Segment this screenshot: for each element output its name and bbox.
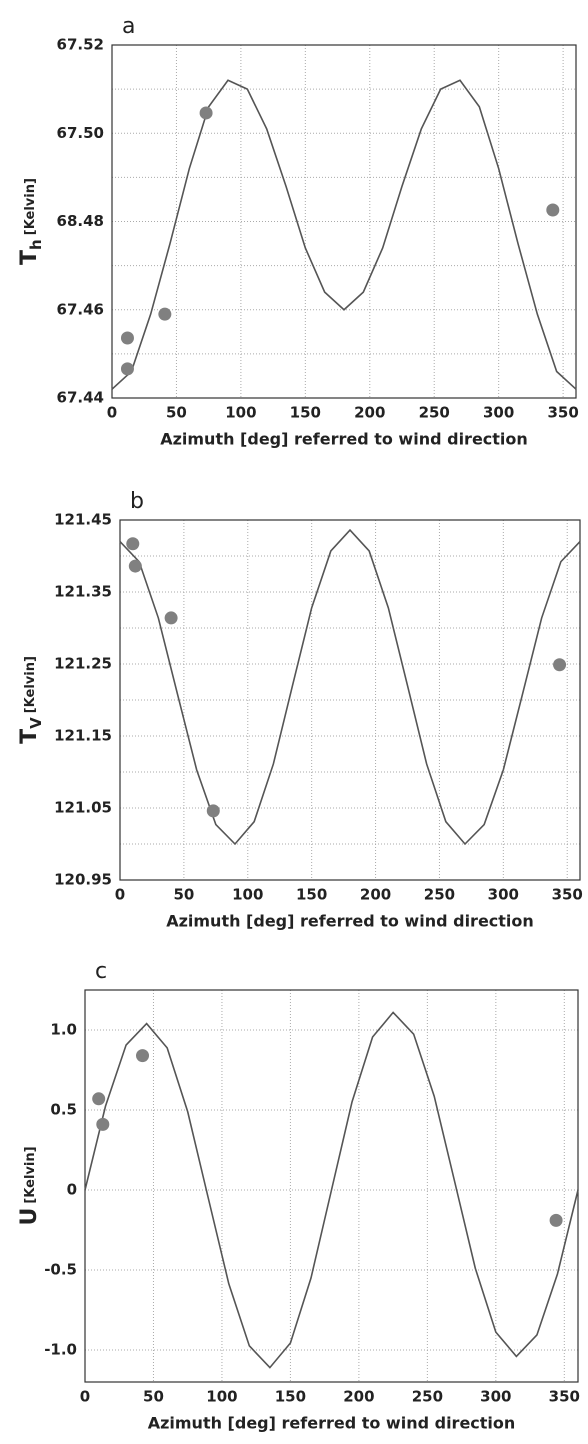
panel: 67.52 67.50 68.48 67.46 67.440 50 100 150 200 250… (17, 14, 579, 449)
observation-point (206, 804, 220, 818)
observation-point (553, 658, 567, 672)
y-tick-label: 68.48 (57, 212, 104, 230)
x-axis-label: Azimuth [deg] referred to wind direction (166, 912, 534, 931)
panel: 121.45 121.35 121.25 121.15 121.05 120.950 50 1… (17, 489, 583, 931)
y-tick-label: 120.95 (54, 871, 112, 889)
y-axis-symbol: U (17, 1208, 42, 1226)
observation-point (164, 611, 178, 625)
y-tick-label: 121.05 (54, 799, 112, 817)
x-tick-label: 350 (552, 886, 583, 904)
y-tick-label: 67.52 (57, 36, 104, 54)
observation-point (158, 307, 172, 321)
x-tick-label: 50 (143, 1388, 164, 1406)
observation-point (126, 537, 140, 551)
y-tick-label: 121.15 (54, 727, 112, 745)
x-tick-label: 150 (275, 1388, 306, 1406)
y-axis-label: TV [Kelvin] (17, 656, 45, 744)
y-tick-label: 67.44 (57, 389, 104, 407)
y-axis-symbol: T (17, 729, 42, 744)
x-axis-label: Azimuth [deg] referred to wind direction (148, 1414, 516, 1433)
y-axis-unit: [Kelvin] (23, 1146, 38, 1203)
y-axis-symbol: T (17, 250, 42, 265)
observation-point (120, 331, 134, 345)
y-tick-label: -1.0 (44, 1341, 77, 1359)
x-tick-label: 100 (225, 404, 256, 422)
y-tick-label: 1.0 (50, 1021, 77, 1039)
x-axis-label: Azimuth [deg] referred to wind direction (160, 430, 528, 449)
x-tick-label: 0 (115, 886, 125, 904)
curve (119, 528, 581, 846)
x-tick-label: 300 (480, 1388, 511, 1406)
y-tick-label: 67.46 (57, 300, 104, 318)
x-tick-label: 200 (360, 886, 391, 904)
y-tick-label: -0.5 (44, 1261, 77, 1279)
x-tick-label: 50 (166, 404, 187, 422)
observation-point (120, 362, 134, 376)
y-tick-label: 121.45 (54, 511, 112, 529)
x-tick-label: 300 (483, 404, 514, 422)
y-tick-label: 0 (67, 1181, 77, 1199)
y-axis-unit: [Kelvin] (23, 178, 38, 235)
plot-frame (84, 989, 579, 1383)
x-tick-label: 0 (107, 404, 117, 422)
x-tick-label: 250 (412, 1388, 443, 1406)
x-tick-label: 50 (173, 886, 194, 904)
observation-point (136, 1049, 150, 1063)
panel-label: a (122, 14, 135, 39)
observation-point (546, 203, 560, 217)
x-tick-label: 250 (419, 404, 450, 422)
y-axis-label: Th [Kelvin] (17, 178, 45, 265)
plot-frame (111, 44, 577, 399)
observation-point (92, 1092, 106, 1106)
observation-point (199, 106, 213, 120)
x-tick-label: 350 (549, 1388, 580, 1406)
y-axis-subscript: V (27, 717, 45, 729)
y-axis-subscript: h (27, 239, 45, 250)
x-tick-label: 150 (290, 404, 321, 422)
observation-point (128, 559, 142, 573)
y-tick-label: 121.25 (54, 655, 112, 673)
x-tick-label: 200 (343, 1388, 374, 1406)
x-tick-label: 350 (547, 404, 578, 422)
x-tick-label: 100 (232, 886, 263, 904)
y-axis-unit: [Kelvin] (23, 656, 38, 713)
observation-point (96, 1117, 110, 1131)
y-tick-label: 67.50 (57, 124, 104, 142)
observation-point (549, 1213, 563, 1227)
x-tick-label: 300 (488, 886, 519, 904)
y-tick-label: 0.5 (50, 1101, 77, 1119)
plot-area (85, 990, 578, 1382)
curve (84, 1011, 579, 1369)
y-axis-label: U [Kelvin] (17, 1146, 42, 1225)
plot-frame (119, 519, 581, 881)
panel: 1.0 0.5 0 -0.5 -1.0 0 50 100 150 200 250 300 350 c Azi… (17, 959, 580, 1433)
panel-label: c (95, 959, 107, 984)
x-tick-label: 150 (296, 886, 327, 904)
panel-label: b (130, 489, 144, 514)
y-tick-label: 121.35 (54, 583, 112, 601)
x-tick-label: 250 (424, 886, 455, 904)
curve (111, 79, 577, 390)
x-tick-label: 200 (354, 404, 385, 422)
x-tick-label: 100 (206, 1388, 237, 1406)
x-tick-label: 0 (80, 1388, 90, 1406)
